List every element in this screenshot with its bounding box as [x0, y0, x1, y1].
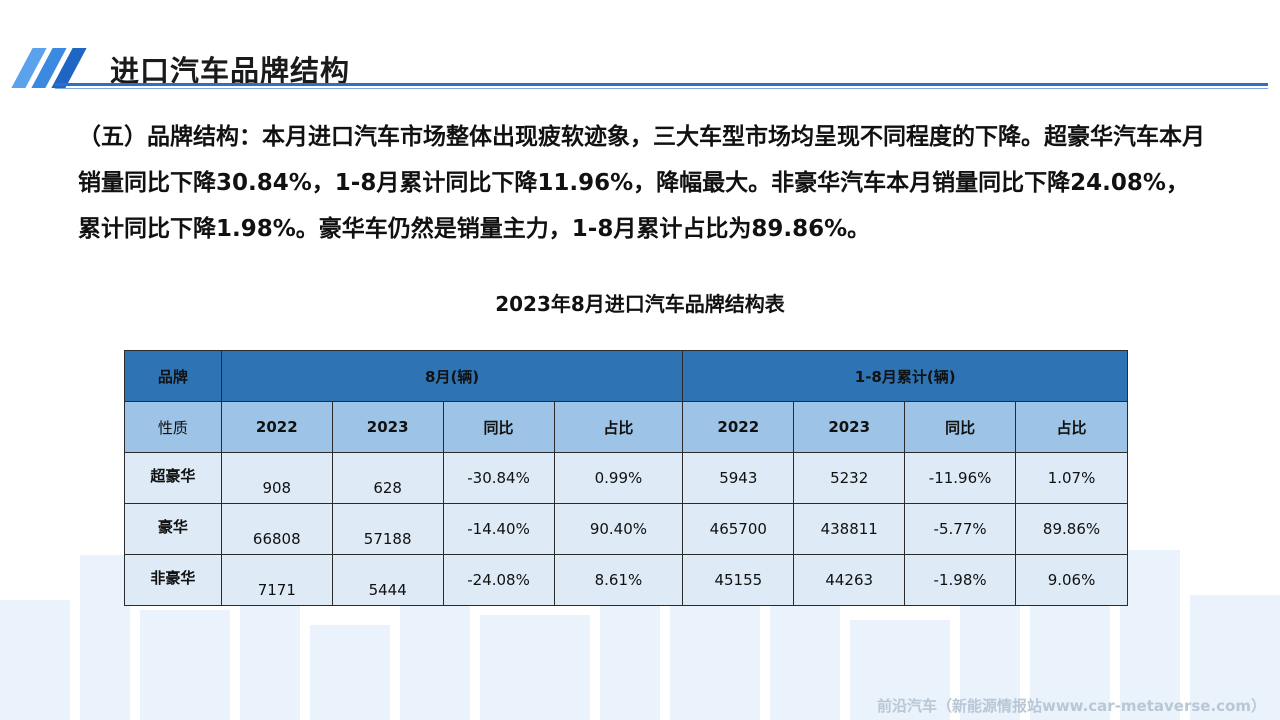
table-cell: 90.40%: [553, 503, 684, 555]
col-header: 占比: [553, 401, 684, 453]
table-cell: 9.06%: [1015, 554, 1128, 606]
header-brand: 品牌: [124, 350, 222, 402]
summary-paragraph: （五）品牌结构：本月进口汽车市场整体出现疲软迹象，三大车型市场均呈现不同程度的下…: [78, 124, 1205, 242]
table-cell: 465700: [682, 503, 795, 555]
table-cell: 8.61%: [553, 554, 684, 606]
header-nature: 性质: [124, 401, 222, 453]
table-cell: 66808: [220, 503, 333, 555]
header-divider-thin: [55, 88, 1268, 89]
table-cell: 628: [331, 452, 444, 504]
header-cumulative: 1-8月累计(辆): [682, 350, 1128, 402]
table-cell: 5943: [682, 452, 795, 504]
table-cell: 438811: [793, 503, 906, 555]
col-header: 同比: [442, 401, 555, 453]
stripes-logo-icon: [11, 48, 92, 88]
row-name: 非豪华: [124, 554, 222, 606]
table-subheader-row: 性质 2022 2023 同比 占比 2022 2023 同比 占比: [124, 401, 1128, 453]
table-row: 超豪华 908 628 -30.84% 0.99% 5943 5232 -11.…: [124, 452, 1128, 504]
page-title: 进口汽车品牌结构: [110, 54, 351, 88]
col-header: 2022: [220, 401, 333, 453]
table-header-row: 品牌 8月(辆) 1-8月累计(辆): [124, 350, 1128, 402]
col-header: 2022: [682, 401, 795, 453]
col-header: 同比: [904, 401, 1017, 453]
row-name: 豪华: [124, 503, 222, 555]
table-cell: -14.40%: [442, 503, 555, 555]
row-name: 超豪华: [124, 452, 222, 504]
table-cell: 1.07%: [1015, 452, 1128, 504]
brand-structure-table: 品牌 8月(辆) 1-8月累计(辆) 性质 2022 2023 同比 占比 20…: [124, 350, 1128, 606]
table-cell: 5232: [793, 452, 906, 504]
table-title: 2023年8月进口汽车品牌结构表: [495, 292, 785, 316]
table-cell: 0.99%: [553, 452, 684, 504]
table-cell: 89.86%: [1015, 503, 1128, 555]
table-row: 豪华 66808 57188 -14.40% 90.40% 465700 438…: [124, 503, 1128, 555]
table-cell: -30.84%: [442, 452, 555, 504]
header-month: 8月(辆): [220, 350, 684, 402]
table-cell: -1.98%: [904, 554, 1017, 606]
slide-header: 进口汽车品牌结构: [0, 40, 1280, 92]
header-divider: [55, 83, 1268, 86]
table-cell: -11.96%: [904, 452, 1017, 504]
col-header: 占比: [1015, 401, 1128, 453]
table-cell: -5.77%: [904, 503, 1017, 555]
table-cell: 908: [220, 452, 333, 504]
table-cell: 5444: [331, 554, 444, 606]
table-cell: 45155: [682, 554, 795, 606]
table-cell: 7171: [220, 554, 333, 606]
source-watermark: 前沿汽车（新能源情报站www.car-metaverse.com）: [876, 697, 1266, 715]
table-cell: -24.08%: [442, 554, 555, 606]
col-header: 2023: [331, 401, 444, 453]
table-cell: 57188: [331, 503, 444, 555]
table-cell: 44263: [793, 554, 906, 606]
table-row: 非豪华 7171 5444 -24.08% 8.61% 45155 44263 …: [124, 554, 1128, 606]
col-header: 2023: [793, 401, 906, 453]
